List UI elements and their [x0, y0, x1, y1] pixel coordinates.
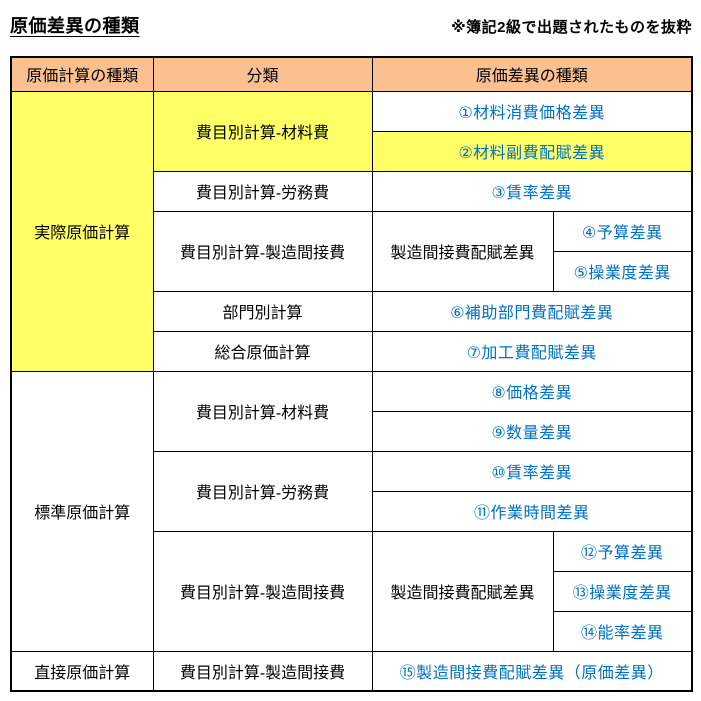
- table-row: 費目別計算-製造間接費 製造間接費配賦差異 ⑫予算差異: [11, 530, 693, 652]
- cell-variance-07: ⑦加工費配賦差異: [371, 330, 693, 372]
- page-title: 原価差異の種類: [10, 16, 140, 36]
- cell-variance-01: ①材料消費価格差異: [371, 90, 693, 132]
- table-row: 費目別計算-労務費 ⑩賃率差異: [11, 450, 693, 532]
- cell-variance-02: ②材料副費配賦差異: [371, 130, 693, 172]
- variance-table: 原価計算の種類 分類 原価差異の種類 実際原価計算 費目別計算-材料費 ①材料消…: [10, 56, 694, 692]
- table-row: ⑨数量差異: [11, 410, 693, 452]
- cell-category-direct-overhead: 費目別計算-製造間接費: [152, 650, 373, 692]
- note-text: ※簿記2級で出題されたものを抜粋: [451, 19, 692, 36]
- cell-category-actual-process: 総合原価計算: [152, 330, 373, 372]
- cell-category-actual-department: 部門別計算: [152, 290, 373, 332]
- table-row: 実際原価計算 費目別計算-材料費 ①材料消費価格差異: [10, 90, 693, 372]
- cell-variance-04: ④予算差異: [552, 210, 693, 252]
- table-row: ⑭能率差異: [11, 610, 693, 652]
- cell-variance-09: ⑨数量差異: [371, 410, 693, 452]
- cell-section-direct: 直接原価計算: [10, 650, 154, 692]
- table-row: ②材料副費配賦差異: [11, 130, 693, 172]
- table-row: 費目別計算-製造間接費 製造間接費配賦差異 ④予算差異: [11, 210, 693, 292]
- cell-category-standard-labor: 費目別計算-労務費: [152, 450, 373, 532]
- cell-variance-13: ⑬操業度差異: [552, 570, 693, 612]
- table-row: ⑪作業時間差異: [11, 490, 693, 532]
- cell-mid-standard-overhead-alloc: 製造間接費配賦差異: [371, 530, 554, 652]
- table-row: 部門別計算 ⑥補助部門費配賦差異: [11, 290, 693, 332]
- cell-variance-12: ⑫予算差異: [552, 530, 693, 572]
- cell-variance-03: ③賃率差異: [371, 170, 693, 212]
- cell-section-standard: 標準原価計算: [10, 370, 154, 652]
- cell-mid-actual-overhead-alloc: 製造間接費配賦差異: [371, 210, 554, 292]
- table-row: 費目別計算-労務費 ③賃率差異: [11, 170, 693, 212]
- cell-category-standard-overhead: 費目別計算-製造間接費: [152, 530, 373, 652]
- cell-variance-05: ⑤操業度差異: [552, 250, 693, 292]
- table-row: ⑤操業度差異: [11, 250, 693, 292]
- cell-variance-11: ⑪作業時間差異: [371, 490, 693, 532]
- table-row: 直接原価計算 費目別計算-製造間接費 ⑮製造間接費配賦差異（原価差異）: [10, 650, 693, 692]
- header-variance-type: 原価差異の種類: [371, 56, 693, 92]
- cell-variance-06: ⑥補助部門費配賦差異: [371, 290, 693, 332]
- header-classification: 分類: [152, 56, 373, 92]
- cell-section-actual: 実際原価計算: [10, 90, 154, 372]
- header-costing-type: 原価計算の種類: [10, 56, 154, 92]
- cell-variance-15: ⑮製造間接費配賦差異（原価差異）: [371, 650, 693, 692]
- cell-variance-14: ⑭能率差異: [552, 610, 693, 652]
- cell-category-standard-material: 費目別計算-材料費: [152, 370, 373, 452]
- cell-variance-08: ⑧価格差異: [371, 370, 693, 412]
- cell-category-actual-labor: 費目別計算-労務費: [152, 170, 373, 212]
- table-header-row: 原価計算の種類 分類 原価差異の種類: [10, 56, 693, 92]
- cell-category-actual-overhead: 費目別計算-製造間接費: [152, 210, 373, 292]
- cell-category-actual-material: 費目別計算-材料費: [152, 90, 373, 172]
- table-row: 総合原価計算 ⑦加工費配賦差異: [11, 330, 693, 372]
- cell-variance-10: ⑩賃率差異: [371, 450, 693, 492]
- table-row: 標準原価計算 費目別計算-材料費 ⑧価格差異: [10, 370, 693, 652]
